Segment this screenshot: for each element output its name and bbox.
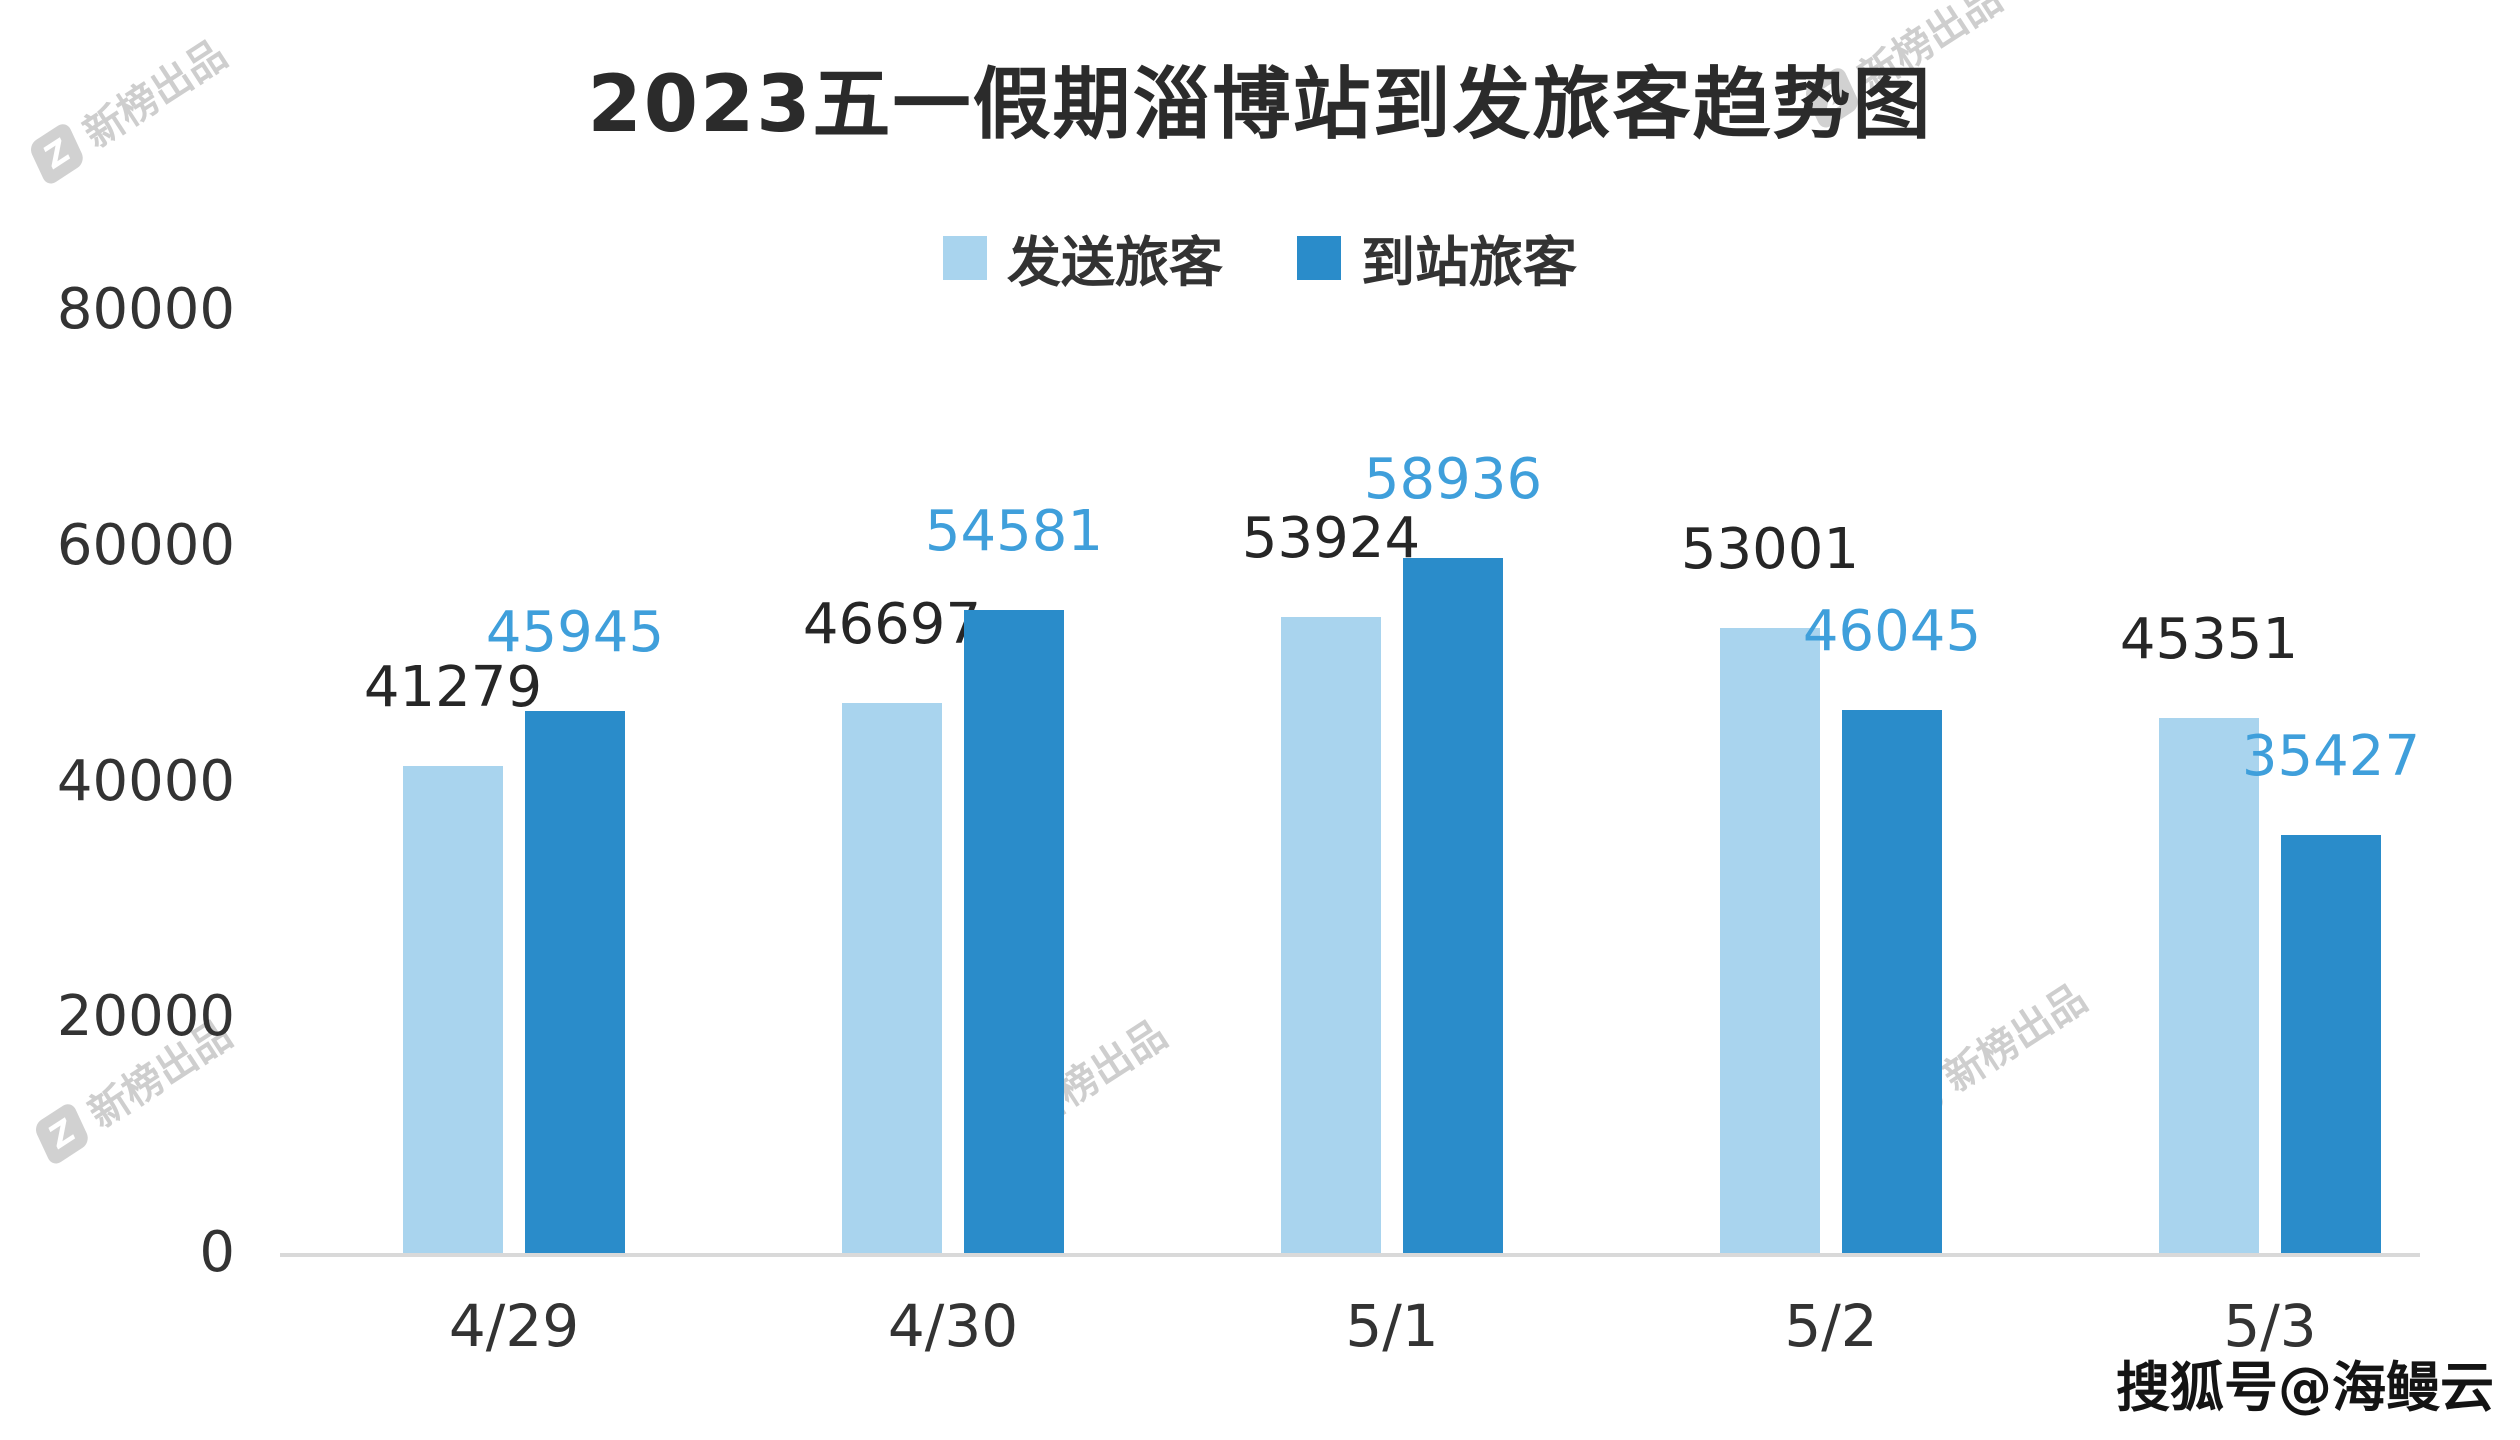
- x-axis: 4/29 4/30 5/1 5/2 5/3: [280, 1292, 2420, 1372]
- bar-arrive: [1842, 710, 1942, 1253]
- legend-item: 发送旅客: [943, 218, 1223, 297]
- credit-text: 搜狐号@海鳗云: [2116, 1356, 2494, 1419]
- y-tick-label: 60000: [56, 512, 235, 578]
- legend-swatch: [1297, 235, 1341, 280]
- x-tick-label: 4/30: [887, 1292, 1019, 1360]
- bar-arrive: [2281, 835, 2381, 1253]
- x-tick-label: 4/29: [448, 1292, 580, 1360]
- legend: 发送旅客 到站旅客: [0, 218, 2520, 297]
- x-tick-label: 5/3: [2223, 1292, 2317, 1360]
- bar-value-label: 58936: [1363, 447, 1543, 513]
- y-tick-label: 20000: [56, 984, 235, 1050]
- y-tick-label: 0: [199, 1220, 235, 1285]
- legend-label: 到站旅客: [1361, 231, 1577, 294]
- bar-depart: [403, 766, 503, 1253]
- y-tick-label: 80000: [56, 277, 235, 342]
- bar-value-label: 46697: [802, 591, 982, 657]
- bar-value-label: 53001: [1680, 517, 1860, 583]
- bar-arrive: [964, 609, 1064, 1253]
- legend-item: 到站旅客: [1297, 218, 1577, 297]
- bar-value-label: 45945: [485, 600, 665, 666]
- y-axis: 0 20000 40000 60000 80000: [0, 277, 235, 1285]
- bar-value-label: 46045: [1802, 599, 1982, 665]
- bar-depart: [2159, 718, 2259, 1253]
- legend-label: 发送旅客: [1007, 231, 1223, 294]
- bar-value-label: 35427: [2241, 724, 2421, 790]
- bar-value-label: 54581: [924, 498, 1104, 564]
- plot-area: 41279 46697 53924 53001 45351 45945 54581 58936…: [280, 310, 2420, 1257]
- page-title: 2023五一假期淄博站到发旅客趋势图: [587, 60, 1933, 150]
- x-tick-label: 5/2: [1784, 1292, 1878, 1360]
- bar-arrive: [525, 711, 625, 1253]
- y-tick-label: 40000: [56, 748, 235, 814]
- bar-value-label: 53924: [1241, 506, 1421, 572]
- legend-swatch: [943, 235, 987, 280]
- x-tick-label: 5/1: [1345, 1292, 1439, 1360]
- bar-depart: [842, 702, 942, 1253]
- bar-depart: [1281, 617, 1381, 1253]
- bar-value-label: 41279: [363, 655, 543, 721]
- bar-value-label: 45351: [2119, 607, 2299, 673]
- bar-arrive: [1403, 558, 1503, 1253]
- bar-depart: [1720, 628, 1820, 1253]
